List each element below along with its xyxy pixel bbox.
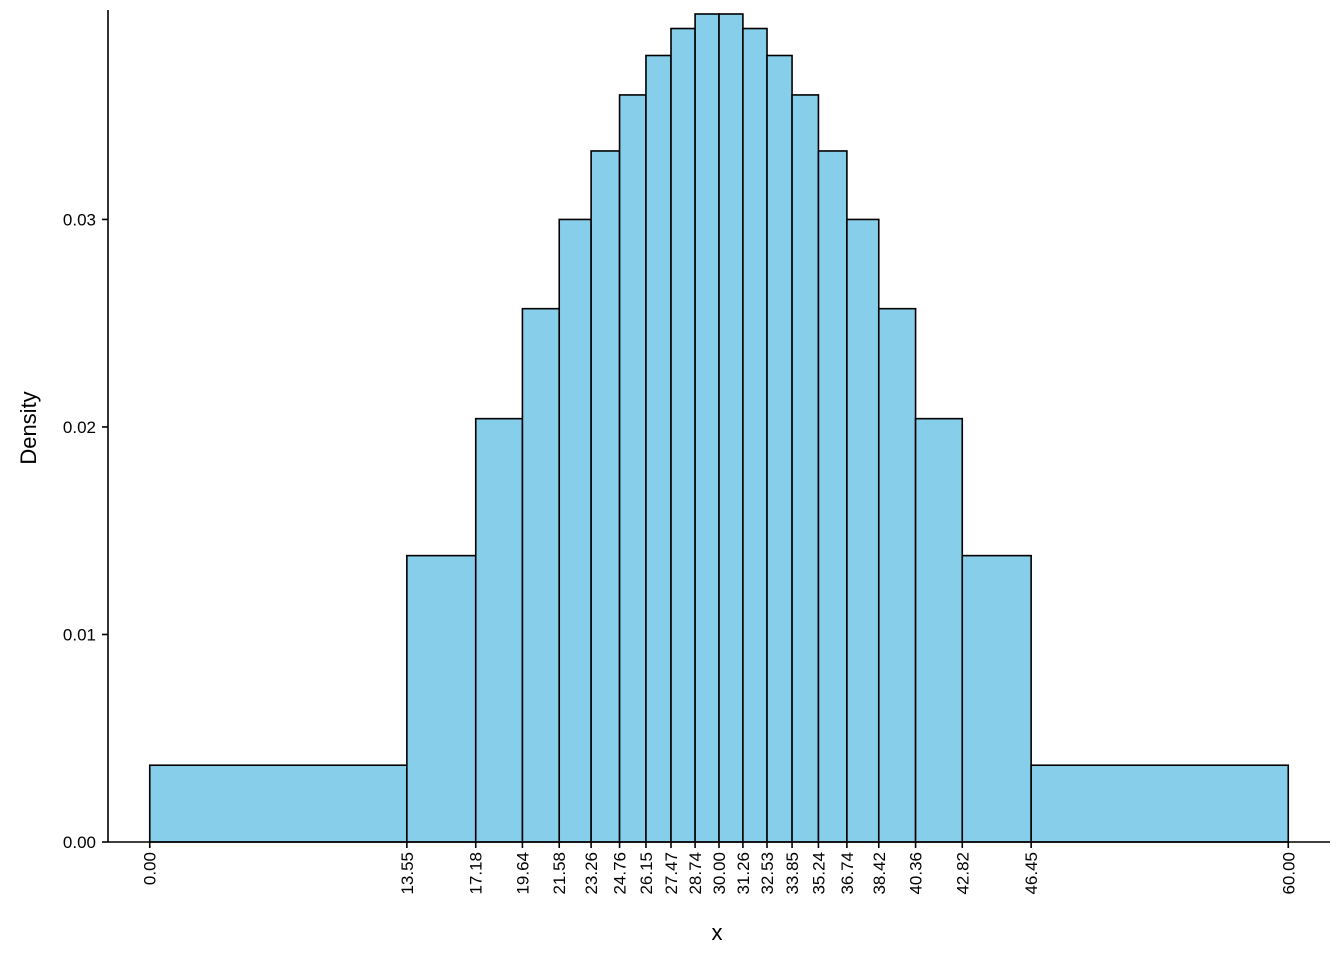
x-tick-label: 0.00: [141, 852, 160, 885]
x-tick-label: 19.64: [513, 852, 532, 895]
histogram-bar: [1030, 764, 1290, 843]
histogram-bar: [914, 417, 964, 843]
y-tick-label: 0.03: [63, 210, 96, 229]
x-tick-label: 60.00: [1279, 852, 1298, 895]
x-tick-label: 28.74: [686, 852, 705, 895]
x-tick-label: 24.76: [611, 852, 630, 895]
x-axis-title: x: [712, 920, 723, 945]
histogram-bar: [521, 307, 561, 843]
x-tick-label: 26.15: [637, 852, 656, 895]
histogram-bar: [791, 94, 820, 843]
x-tick-label: 40.36: [907, 852, 926, 895]
histogram-bar: [670, 27, 696, 843]
x-tick-label: 27.47: [662, 852, 681, 895]
x-tick-label: 35.24: [809, 852, 828, 895]
x-tick-label: 23.26: [582, 852, 601, 895]
histogram-bar: [558, 218, 592, 843]
x-axis-ticks: 0.00 13.55 17.18 19.64 21.58 23.26 24.76 26.15 2…: [141, 842, 1298, 895]
histogram-bar: [742, 27, 768, 843]
histogram-bar: [846, 218, 880, 843]
x-tick-label: 31.26: [734, 852, 753, 895]
x-tick-label: 21.58: [550, 852, 569, 895]
x-tick-label: 33.85: [783, 852, 802, 895]
histogram-bar: [877, 307, 917, 843]
histogram-bar: [590, 150, 621, 843]
x-tick-label: 36.74: [838, 852, 857, 895]
histogram-bar: [817, 150, 848, 843]
x-tick-label: 38.42: [870, 852, 889, 895]
x-tick-label: 30.00: [710, 852, 729, 895]
histogram-bar: [961, 554, 1032, 843]
histogram-bar: [645, 54, 672, 843]
x-tick-label: 46.45: [1022, 852, 1041, 895]
histogram-bar: [766, 54, 793, 843]
x-tick-label: 17.18: [467, 852, 486, 895]
y-tick-label: 0.02: [63, 418, 96, 437]
y-axis-ticks: 0.00 0.01 0.02 0.03: [63, 210, 108, 852]
histogram-bar: [694, 13, 720, 843]
histogram-bar: [148, 764, 408, 843]
histogram-bar: [474, 417, 524, 843]
histogram-bar: [406, 554, 477, 843]
x-tick-label: 42.82: [953, 852, 972, 895]
y-tick-label: 0.00: [63, 833, 96, 852]
x-tick-label: 13.55: [398, 852, 417, 895]
y-tick-label: 0.01: [63, 625, 96, 644]
histogram-bar: [618, 94, 647, 843]
histogram-bar: [718, 13, 744, 843]
y-axis-title: Density: [16, 391, 41, 464]
bars: [148, 13, 1290, 843]
x-tick-label: 32.53: [758, 852, 777, 895]
